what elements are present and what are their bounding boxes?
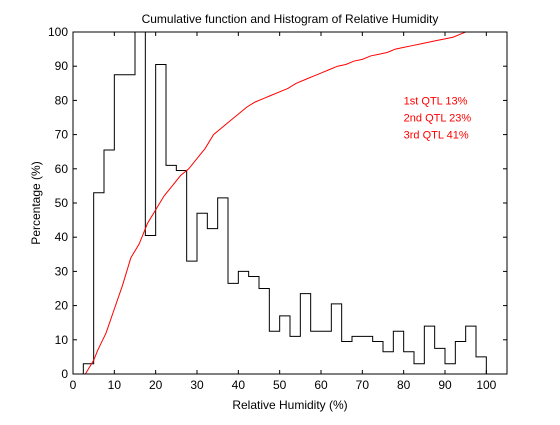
x-tick-label: 80 [397,378,411,392]
plot-area-border [72,31,508,375]
x-tick-label: 70 [356,378,370,392]
cumulative-series-line [73,31,487,375]
quantile-annotation: 1st QTL 13% [404,95,468,107]
x-tick-label: 10 [108,378,122,392]
tick-layer: 0 10 20 30 40 50 60 70 80 90 100 0 10 20 30 40 50 60 70 80 9… [48,25,507,392]
y-tick-label: 70 [55,128,69,142]
y-tick-label: 10 [55,333,69,347]
x-tick-label: 100 [476,378,496,392]
y-tick-label: 50 [55,196,69,210]
quantile-annotation: 3rd QTL 41% [404,130,469,142]
y-tick-label: 90 [55,59,69,73]
x-axis-label: Relative Humidity (%) [232,398,347,412]
histogram-series [82,31,487,374]
x-tick-label: 40 [232,378,246,392]
x-tick-label: 50 [273,378,287,392]
y-axis-label: Percentage (%) [29,161,43,244]
x-tick-label: 30 [190,378,204,392]
y-tick-label: 60 [55,162,69,176]
y-tick-label: 40 [55,230,69,244]
quantile-annotation: 2nd QTL 23% [404,113,472,125]
series-layer [73,31,487,375]
y-tick-label: 0 [61,367,68,381]
x-tick-label: 60 [314,378,328,392]
annotation-layer: 1st QTL 13% 2nd QTL 23% 3rd QTL 41% [404,95,472,141]
chart-title: Cumulative function and Histogram of Rel… [142,12,439,26]
x-tick-label: 20 [149,378,163,392]
x-tick-label: 0 [70,378,77,392]
y-tick-label: 30 [55,264,69,278]
y-tick-label: 80 [55,93,69,107]
y-tick-label: 20 [55,299,69,313]
y-tick-label: 100 [48,25,68,39]
x-tick-label: 90 [438,378,452,392]
